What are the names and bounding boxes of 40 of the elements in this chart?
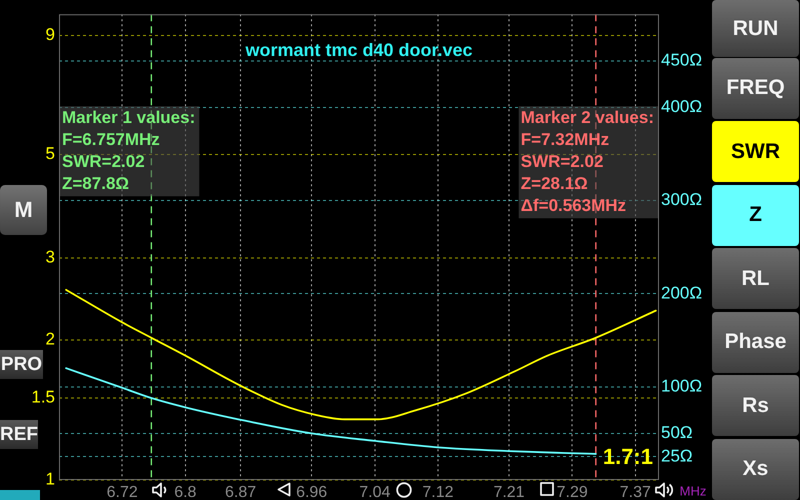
- button[interactable]: RL: [712, 248, 799, 309]
- text: wormant tmc d40 door.vec: [244, 40, 473, 60]
- y-tick-label: 9: [46, 25, 55, 44]
- button[interactable]: RUN: [712, 0, 799, 57]
- y2-tick-label: 50Ω: [661, 423, 693, 442]
- x-tick-label: 6.72: [106, 484, 138, 500]
- button[interactable]: FREQ: [712, 58, 799, 118]
- y-tick-label: 3: [46, 247, 55, 266]
- x-tick-label: 7.29: [556, 484, 588, 500]
- button[interactable]: Xs: [712, 438, 799, 500]
- y2-tick-label: 25Ω: [661, 446, 693, 466]
- y2-tick-label: 200Ω: [661, 283, 702, 302]
- x-tick-label: 6.87: [225, 484, 256, 500]
- y-tick-label: 1: [46, 470, 55, 489]
- button[interactable]: M: [0, 185, 47, 235]
- button[interactable]: Phase: [712, 312, 799, 372]
- y-tick-label: 5: [46, 144, 55, 164]
- button[interactable]: SWR: [712, 121, 799, 182]
- line-series: [65, 288, 657, 420]
- x-axis-title: MHz: [680, 484, 706, 499]
- y2-tick-label: 300Ω: [661, 190, 702, 210]
- x-tick-label: 7.37: [620, 484, 651, 500]
- ref-line-label: Marker 1 values: F=6.757MHz SWR=2.02 Z=87.8Ω: [62, 108, 196, 193]
- button[interactable]: PRO: [0, 350, 43, 379]
- button[interactable]: Z: [712, 184, 799, 246]
- button[interactable]: Rs: [712, 375, 799, 436]
- y2-tick-label: 400Ω: [661, 97, 702, 116]
- y2-tick-label: 100Ω: [661, 376, 702, 396]
- x-tick-label: 7.04: [359, 484, 390, 500]
- y-tick-label: 1.5: [31, 388, 55, 407]
- button[interactable]: REF: [0, 420, 38, 449]
- annotation: 1.7:1: [602, 444, 653, 470]
- x-tick-label: 6.96: [296, 484, 328, 500]
- y-tick-label: 2: [46, 329, 55, 348]
- line-series: [65, 367, 597, 455]
- ref-line-label: Marker 2 values: F=7.32MHz SWR=2.02 Z=28.1Ω Δf=0.563MHz: [520, 108, 654, 215]
- x-tick-label: 7.12: [422, 484, 454, 500]
- x-tick-label: 7.21: [493, 484, 525, 500]
- x-tick-label: 6.8: [174, 484, 197, 500]
- y2-tick-label: 450Ω: [661, 50, 702, 70]
